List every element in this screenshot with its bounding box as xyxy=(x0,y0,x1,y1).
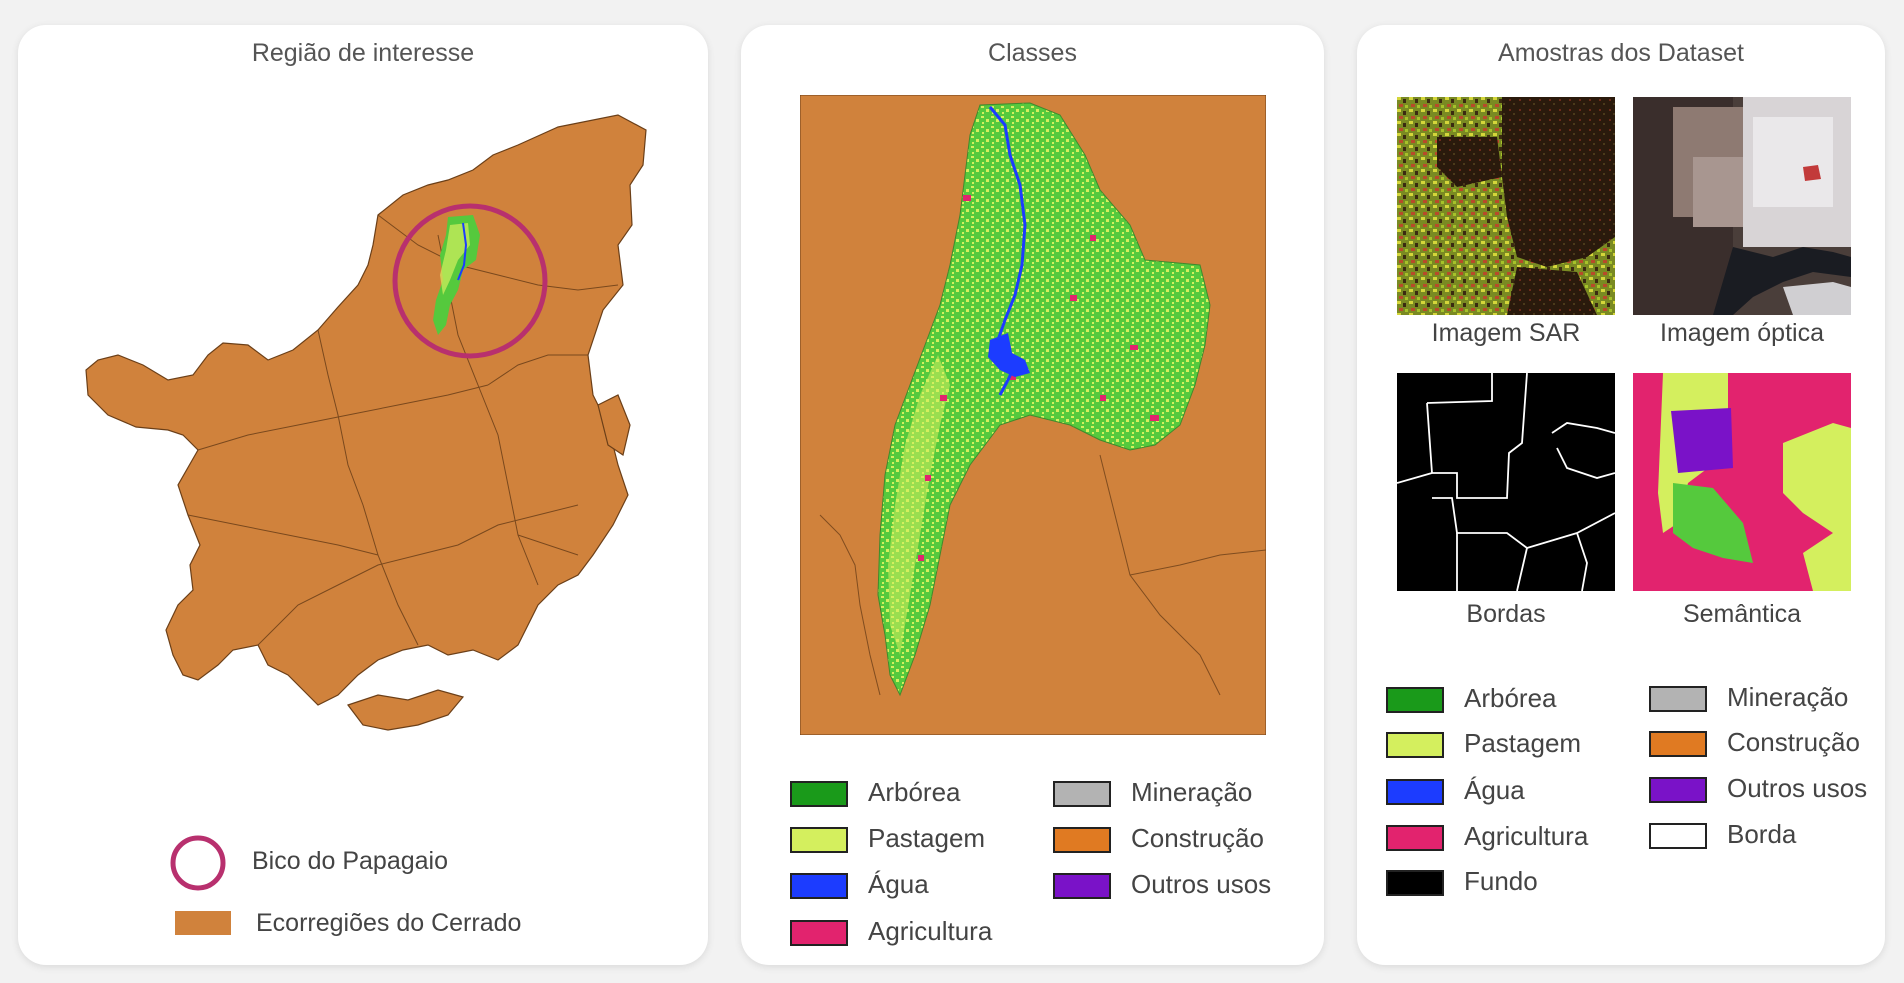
legend-swatch-2 xyxy=(1386,732,1444,758)
legend-swatch-9 xyxy=(1649,823,1707,849)
legend-swatch-4 xyxy=(790,920,848,946)
region-panel-title: Região de interesse xyxy=(251,39,475,67)
legend-label-1: Arbórea xyxy=(868,777,961,807)
sar-image-caption: Imagem SAR xyxy=(1431,319,1581,347)
cerrado-legend-swatch xyxy=(175,911,231,935)
sar-image xyxy=(1397,97,1615,315)
legend-label-7: Outros usos xyxy=(1131,869,1272,899)
legend-swatch-6 xyxy=(1649,686,1707,712)
optical-image-caption: Imagem óptica xyxy=(1660,319,1824,347)
legend-label-1: Arbórea xyxy=(1464,683,1557,713)
cerrado-map xyxy=(85,114,647,731)
legend-label-6: Construção xyxy=(1131,823,1264,853)
cerrado-legend-label: Ecorregiões do Cerrado xyxy=(256,909,522,937)
legend-swatch-2 xyxy=(790,827,848,853)
legend-label-4: Agricultura xyxy=(868,916,993,946)
legend-label-6: Mineração xyxy=(1727,682,1849,712)
legend-label-3: Água xyxy=(1464,775,1525,805)
classes-panel: Classes Arbórea Pastag xyxy=(741,25,1324,965)
dataset-panel: Amostras dos Dataset xyxy=(1357,25,1885,965)
semantic-image-caption: Semântica xyxy=(1682,600,1802,628)
legend-swatch-5 xyxy=(1053,781,1111,807)
legend-label-3: Água xyxy=(868,869,929,899)
optical-image xyxy=(1633,97,1851,315)
region-panel: Região de interesse Bico do Papagaio Eco… xyxy=(18,25,708,965)
bico-circle xyxy=(392,203,548,359)
legend-swatch-6 xyxy=(1053,827,1111,853)
legend-swatch-8 xyxy=(1649,777,1707,803)
legend-label-9: Borda xyxy=(1727,819,1797,849)
legend-label-4: Agricultura xyxy=(1464,821,1589,851)
legend-label-8: Outros usos xyxy=(1727,773,1868,803)
edges-image-caption: Bordas xyxy=(1466,600,1546,628)
cerrado-shape xyxy=(85,114,647,706)
classes-map-region xyxy=(877,102,1211,697)
legend-swatch-5 xyxy=(1386,870,1444,896)
legend-swatch-1 xyxy=(1386,687,1444,713)
dataset-panel-title: Amostras dos Dataset xyxy=(1498,39,1744,67)
classes-map xyxy=(800,95,1266,735)
legend-swatch-3 xyxy=(790,873,848,899)
classes-panel-title: Classes xyxy=(988,39,1077,67)
legend-label-7: Construção xyxy=(1727,727,1860,757)
legend-swatch-1 xyxy=(790,781,848,807)
bico-legend-label: Bico do Papagaio xyxy=(252,847,448,875)
legend-swatch-4 xyxy=(1386,825,1444,851)
legend-label-5: Mineração xyxy=(1131,777,1253,807)
edges-image xyxy=(1397,373,1615,591)
legend-label-2: Pastagem xyxy=(1464,728,1582,758)
legend-swatch-3 xyxy=(1386,779,1444,805)
legend-swatch-7 xyxy=(1649,731,1707,757)
legend-label-2: Pastagem xyxy=(868,823,986,853)
legend-swatch-7 xyxy=(1053,873,1111,899)
semantic-image xyxy=(1633,373,1851,591)
bico-legend-icon xyxy=(170,835,226,891)
legend-label-5: Fundo xyxy=(1464,866,1538,896)
